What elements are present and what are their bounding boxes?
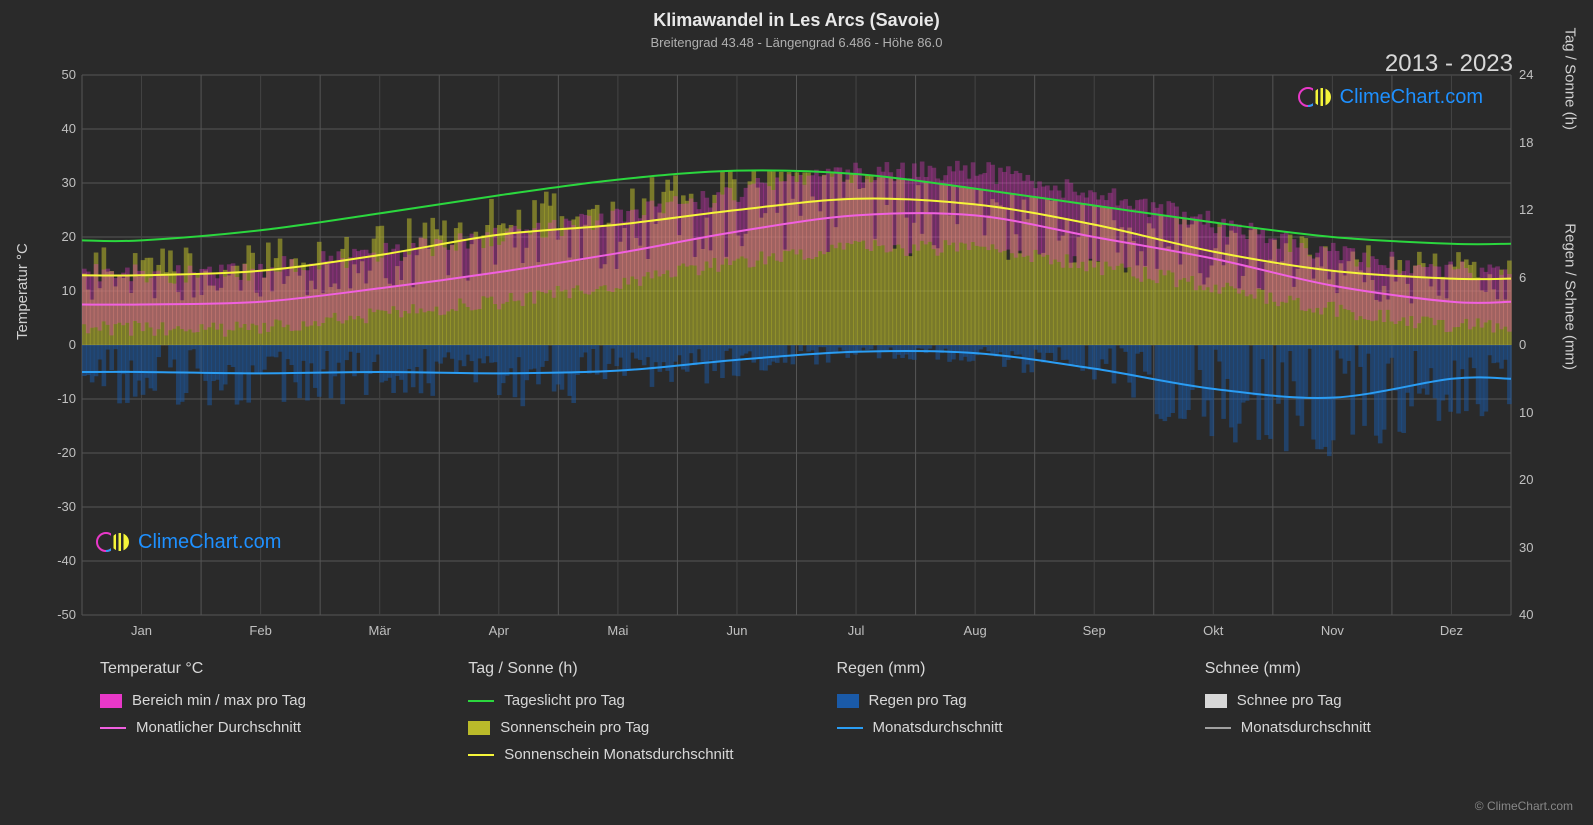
- y-tick-left: -50: [36, 607, 76, 622]
- legend-item: Bereich min / max pro Tag: [100, 692, 428, 709]
- legend-label: Monatlicher Durchschnitt: [136, 719, 301, 736]
- legend-header: Regen (mm): [837, 660, 1165, 678]
- x-tick-month: Mai: [607, 623, 628, 638]
- x-tick-month: Jun: [726, 623, 747, 638]
- x-tick-month: Jan: [131, 623, 152, 638]
- legend-item: Monatsdurchschnitt: [837, 719, 1165, 736]
- y-tick-right-precip: 30: [1519, 540, 1559, 555]
- y-tick-right-sun: 6: [1519, 270, 1559, 285]
- legend-col-temp: Temperatur °C Bereich min / max pro Tag M…: [100, 660, 428, 773]
- chart-subtitle: Breitengrad 43.48 - Längengrad 6.486 - H…: [0, 31, 1593, 50]
- x-tick-month: Feb: [249, 623, 271, 638]
- y-tick-left: -40: [36, 553, 76, 568]
- legend-swatch-icon: [100, 694, 122, 708]
- year-range-label: 2013 - 2023: [1385, 50, 1513, 78]
- chart-svg: [82, 75, 1511, 615]
- y-tick-right-precip: 10: [1519, 405, 1559, 420]
- x-tick-month: Okt: [1203, 623, 1223, 638]
- climate-chart: Klimawandel in Les Arcs (Savoie) Breiten…: [0, 0, 1593, 825]
- legend-header: Tag / Sonne (h): [468, 660, 796, 678]
- legend-item: Monatlicher Durchschnitt: [100, 719, 428, 736]
- legend-item: Monatsdurchschnitt: [1205, 719, 1533, 736]
- legend-label: Sonnenschein pro Tag: [500, 719, 649, 736]
- legend-label: Regen pro Tag: [869, 692, 967, 709]
- legend-header: Schnee (mm): [1205, 660, 1533, 678]
- y-tick-left: 40: [36, 121, 76, 136]
- climechart-logo-icon: [96, 530, 132, 554]
- legend-swatch-icon: [1205, 694, 1227, 708]
- copyright-text: © ClimeChart.com: [1475, 799, 1573, 813]
- legend-label: Schnee pro Tag: [1237, 692, 1342, 709]
- legend: Temperatur °C Bereich min / max pro Tag M…: [100, 660, 1533, 773]
- y-tick-right-sun: 12: [1519, 202, 1559, 217]
- watermark-bottom: ClimeChart.com: [96, 530, 281, 554]
- y-tick-left: 50: [36, 67, 76, 82]
- watermark-top: ClimeChart.com: [1298, 85, 1483, 109]
- y-tick-left: -10: [36, 391, 76, 406]
- legend-label: Monatsdurchschnitt: [1241, 719, 1371, 736]
- legend-col-sun: Tag / Sonne (h) Tageslicht pro Tag Sonnen…: [468, 660, 796, 773]
- y-tick-right-sun: 18: [1519, 135, 1559, 150]
- x-tick-month: Apr: [489, 623, 509, 638]
- legend-label: Tageslicht pro Tag: [504, 692, 625, 709]
- y-tick-right-precip: 40: [1519, 607, 1559, 622]
- legend-swatch-icon: [468, 721, 490, 735]
- legend-line-icon: [837, 727, 863, 729]
- y-tick-left: 0: [36, 337, 76, 352]
- legend-col-snow: Schnee (mm) Schnee pro Tag Monatsdurchsch…: [1205, 660, 1533, 773]
- climechart-logo-icon: [1298, 85, 1334, 109]
- legend-item: Regen pro Tag: [837, 692, 1165, 709]
- legend-item: Tageslicht pro Tag: [468, 692, 796, 709]
- x-tick-month: Nov: [1321, 623, 1344, 638]
- y-tick-right-sun: 24: [1519, 67, 1559, 82]
- legend-line-icon: [468, 754, 494, 756]
- legend-label: Sonnenschein Monatsdurchschnitt: [504, 746, 733, 763]
- legend-label: Monatsdurchschnitt: [873, 719, 1003, 736]
- y-axis-right-title-precip: Regen / Schnee (mm): [1562, 223, 1579, 370]
- x-tick-month: Sep: [1083, 623, 1106, 638]
- y-tick-left: 30: [36, 175, 76, 190]
- y-tick-right-precip: 20: [1519, 472, 1559, 487]
- x-tick-month: Dez: [1440, 623, 1463, 638]
- legend-label: Bereich min / max pro Tag: [132, 692, 306, 709]
- legend-line-icon: [100, 727, 126, 729]
- legend-line-icon: [1205, 727, 1231, 729]
- y-tick-left: 20: [36, 229, 76, 244]
- legend-item: Sonnenschein pro Tag: [468, 719, 796, 736]
- legend-item: Sonnenschein Monatsdurchschnitt: [468, 746, 796, 763]
- y-tick-left: -20: [36, 445, 76, 460]
- watermark-text: ClimeChart.com: [1340, 86, 1483, 109]
- chart-title: Klimawandel in Les Arcs (Savoie): [0, 0, 1593, 31]
- plot-area: [82, 75, 1511, 615]
- watermark-text: ClimeChart.com: [138, 531, 281, 554]
- y-tick-right-sun: 0: [1519, 337, 1559, 352]
- y-tick-left: 10: [36, 283, 76, 298]
- x-tick-month: Jul: [848, 623, 865, 638]
- legend-line-icon: [468, 700, 494, 702]
- legend-item: Schnee pro Tag: [1205, 692, 1533, 709]
- y-axis-right-title-sun: Tag / Sonne (h): [1562, 27, 1579, 130]
- x-tick-month: Mär: [369, 623, 391, 638]
- legend-swatch-icon: [837, 694, 859, 708]
- y-tick-left: -30: [36, 499, 76, 514]
- y-axis-left-title: Temperatur °C: [14, 243, 31, 340]
- x-tick-month: Aug: [964, 623, 987, 638]
- legend-header: Temperatur °C: [100, 660, 428, 678]
- legend-col-rain: Regen (mm) Regen pro Tag Monatsdurchschni…: [837, 660, 1165, 773]
